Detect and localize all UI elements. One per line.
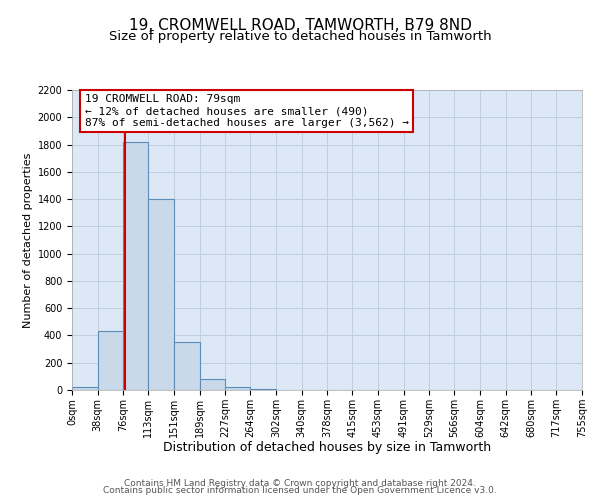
- Bar: [98, 332, 124, 390]
- Text: 19 CROMWELL ROAD: 79sqm
← 12% of detached houses are smaller (490)
87% of semi-d: 19 CROMWELL ROAD: 79sqm ← 12% of detache…: [85, 94, 409, 128]
- X-axis label: Distribution of detached houses by size in Tamworth: Distribution of detached houses by size …: [163, 442, 491, 454]
- Bar: [124, 142, 148, 390]
- Bar: [174, 342, 200, 390]
- Y-axis label: Number of detached properties: Number of detached properties: [23, 152, 34, 328]
- Bar: [72, 388, 98, 390]
- Text: Contains HM Land Registry data © Crown copyright and database right 2024.: Contains HM Land Registry data © Crown c…: [124, 478, 476, 488]
- Bar: [226, 386, 250, 390]
- Text: Contains public sector information licensed under the Open Government Licence v3: Contains public sector information licen…: [103, 486, 497, 495]
- Bar: [148, 199, 174, 390]
- Bar: [200, 379, 226, 390]
- Text: 19, CROMWELL ROAD, TAMWORTH, B79 8ND: 19, CROMWELL ROAD, TAMWORTH, B79 8ND: [128, 18, 472, 32]
- Text: Size of property relative to detached houses in Tamworth: Size of property relative to detached ho…: [109, 30, 491, 43]
